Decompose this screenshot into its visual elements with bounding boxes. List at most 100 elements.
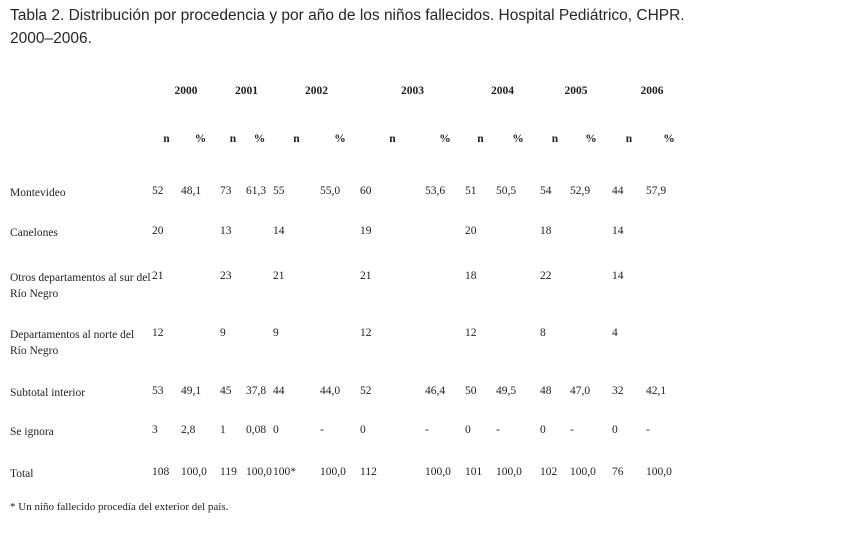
col-header-pct: % xyxy=(439,133,451,145)
cell-n: 0 xyxy=(360,424,366,436)
year-header-row: 2000 2001 2002 2003 2004 2005 2006 xyxy=(10,78,692,133)
cell-pct xyxy=(570,270,612,327)
cell-n: 18 xyxy=(540,225,552,237)
cell-n: 0 xyxy=(612,424,618,436)
cell-pct: 57,9 xyxy=(646,185,667,197)
col-header-n: n xyxy=(477,133,484,145)
table-row: Total 108 100,0 119 100,0 100* 100,0 112 100,0 10… xyxy=(10,466,692,506)
cell-n: 44 xyxy=(612,185,624,197)
cell-pct xyxy=(570,225,612,270)
cell-pct: - xyxy=(320,424,324,436)
cell-pct: 100,0 xyxy=(320,466,346,478)
cell-n: 9 xyxy=(220,327,226,339)
col-header-pct: % xyxy=(253,133,266,145)
row-label: Departamentos al norte del Río Negro xyxy=(10,329,135,357)
cell-n: 14 xyxy=(273,225,285,237)
cell-n: 18 xyxy=(465,270,477,282)
cell-pct: 48,1 xyxy=(181,185,202,197)
cell-pct: - xyxy=(496,424,500,436)
col-header-n: n xyxy=(163,133,170,145)
cell-n: 20 xyxy=(465,225,477,237)
cell-n: 14 xyxy=(612,225,624,237)
cell-pct xyxy=(496,270,540,327)
cell-pct: 44,0 xyxy=(320,385,341,397)
col-header-n: n xyxy=(625,133,633,145)
cell-pct xyxy=(181,225,220,270)
label-column-header xyxy=(10,78,152,133)
table-footnote: * Un niño fallecido procedía del exterio… xyxy=(10,501,229,513)
year-header: 2003 xyxy=(401,85,424,97)
cell-pct xyxy=(646,270,692,327)
data-table: 2000 2001 2002 2003 2004 2005 2006 n % n… xyxy=(10,78,692,506)
table-title-line1: Tabla 2. Distribución por procedencia y … xyxy=(10,7,685,24)
table-row: Canelones 20 13 14 19 20 18 14 xyxy=(10,225,692,270)
cell-pct: 37,8 xyxy=(246,385,267,397)
cell-pct xyxy=(646,225,692,270)
cell-n: 1 xyxy=(220,424,226,436)
cell-n: 102 xyxy=(540,466,558,478)
cell-pct xyxy=(320,327,360,385)
cell-n: 44 xyxy=(273,385,285,397)
row-label: Subtotal interior xyxy=(10,387,86,399)
year-header: 2004 xyxy=(491,85,514,97)
cell-n: 119 xyxy=(220,466,237,478)
col-header-pct: % xyxy=(585,133,597,145)
table-row: Montevideo 52 48,1 73 61,3 55 55,0 60 53,6 51 50,5… xyxy=(10,185,692,225)
cell-n: 19 xyxy=(360,225,372,237)
cell-pct: 100,0 xyxy=(646,466,672,478)
cell-pct xyxy=(181,327,220,385)
cell-n: 52 xyxy=(360,385,372,397)
cell-n: 0 xyxy=(273,424,279,436)
cell-pct: 61,3 xyxy=(246,185,267,197)
col-header-pct: % xyxy=(334,133,346,145)
cell-pct: 46,4 xyxy=(425,385,446,397)
cell-pct xyxy=(246,270,273,327)
cell-n: 45 xyxy=(220,385,232,397)
cell-pct: 55,0 xyxy=(320,185,341,197)
cell-n: 108 xyxy=(152,466,170,478)
col-header-n: n xyxy=(551,133,559,145)
row-label: Montevideo xyxy=(10,187,66,199)
col-header-pct: % xyxy=(194,133,207,145)
cell-n: 12 xyxy=(152,327,164,339)
cell-pct xyxy=(425,270,465,327)
cell-pct xyxy=(320,225,360,270)
cell-pct: 100,0 xyxy=(570,466,596,478)
cell-n: 20 xyxy=(152,225,164,237)
cell-n: 21 xyxy=(273,270,285,282)
cell-pct: 100,0 xyxy=(425,466,451,478)
cell-n: 12 xyxy=(465,327,477,339)
cell-pct: 100,0 xyxy=(181,466,207,478)
year-header: 2002 xyxy=(305,85,328,97)
cell-n: 8 xyxy=(540,327,546,339)
cell-n: 13 xyxy=(220,225,232,237)
cell-pct: 100,0 xyxy=(496,466,522,478)
row-label: Se ignora xyxy=(10,426,54,438)
cell-n: 60 xyxy=(360,185,372,197)
cell-pct: 53,6 xyxy=(425,185,446,197)
row-label: Total xyxy=(10,468,34,480)
label-column-subheader xyxy=(10,133,152,185)
cell-pct: 47,0 xyxy=(570,385,591,397)
cell-n: 3 xyxy=(152,424,158,436)
year-header: 2001 xyxy=(235,85,258,97)
table-title: Tabla 2. Distribución por procedencia y … xyxy=(10,5,685,50)
cell-n: 101 xyxy=(465,466,483,478)
cell-n: 23 xyxy=(220,270,232,282)
cell-pct: 0,08 xyxy=(246,424,267,436)
cell-n: 9 xyxy=(273,327,279,339)
cell-n: 76 xyxy=(612,466,624,478)
year-header: 2005 xyxy=(564,85,588,97)
cell-n: 4 xyxy=(612,327,618,339)
cell-n: 0 xyxy=(465,424,471,436)
cell-n: 21 xyxy=(360,270,372,282)
cell-pct: - xyxy=(646,424,650,436)
row-label: Canelones xyxy=(10,227,58,239)
cell-n: 50 xyxy=(465,385,477,397)
cell-n: 32 xyxy=(612,385,624,397)
cell-pct: 49,5 xyxy=(496,385,517,397)
cell-n: 100* xyxy=(273,466,296,478)
cell-n: 52 xyxy=(152,185,164,197)
cell-n: 53 xyxy=(152,385,164,397)
